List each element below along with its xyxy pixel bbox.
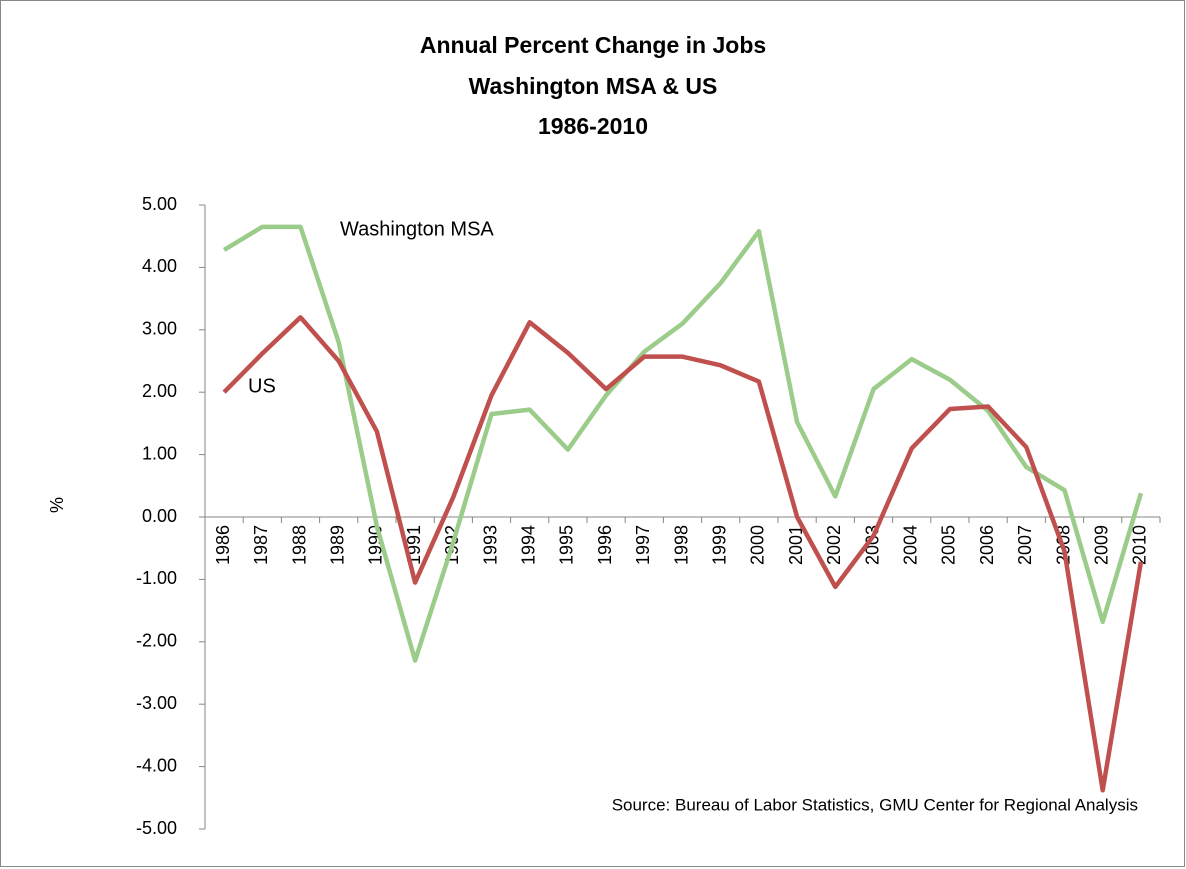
x-tick-label: 2010 <box>1130 525 1150 565</box>
x-tick-label: 2004 <box>900 525 920 565</box>
y-tick-label: 5.00 <box>142 194 177 214</box>
chart-subtitle: Washington MSA & US <box>469 73 718 99</box>
x-tick-label: 2000 <box>748 525 768 565</box>
y-axis-label: % <box>47 497 67 513</box>
chart-subtitle: 1986-2010 <box>538 113 648 139</box>
chart-title: Annual Percent Change in Jobs <box>420 32 766 58</box>
series-label: US <box>248 375 276 397</box>
x-tick-label: 2006 <box>977 525 997 565</box>
y-tick-label: 4.00 <box>142 256 177 276</box>
x-tick-label: 1989 <box>327 525 347 565</box>
x-tick-label: 2002 <box>824 525 844 565</box>
x-tick-label: 1997 <box>633 525 653 565</box>
y-tick-label: -1.00 <box>136 568 177 588</box>
x-tick-label: 1987 <box>251 525 271 565</box>
y-tick-label: -2.00 <box>136 631 177 651</box>
source-note: Source: Bureau of Labor Statistics, GMU … <box>612 795 1138 814</box>
x-tick-label: 2001 <box>786 525 806 565</box>
series-line <box>222 224 1144 663</box>
series-line <box>222 315 1144 793</box>
y-tick-label: -3.00 <box>136 693 177 713</box>
x-tick-label: 1988 <box>289 525 309 565</box>
y-tick-label: 0.00 <box>142 506 177 526</box>
y-tick-label: -5.00 <box>136 818 177 838</box>
y-tick-label: 3.00 <box>142 319 177 339</box>
x-tick-label: 1999 <box>709 525 729 565</box>
x-tick-label: 1994 <box>518 525 538 565</box>
x-tick-label: 1996 <box>595 525 615 565</box>
y-tick-label: -4.00 <box>136 755 177 775</box>
x-tick-label: 1998 <box>671 525 691 565</box>
x-tick-label: 2005 <box>939 525 959 565</box>
y-tick-label: 1.00 <box>142 443 177 463</box>
x-tick-label: 2007 <box>1015 525 1035 565</box>
x-tick-label: 2009 <box>1091 525 1111 565</box>
x-tick-label: 2003 <box>862 525 882 565</box>
y-tick-label: 2.00 <box>142 381 177 401</box>
x-tick-label: 1995 <box>557 525 577 565</box>
x-tick-label: 1986 <box>213 525 233 565</box>
series-label: Washington MSA <box>340 218 494 240</box>
x-tick-label: 1993 <box>480 525 500 565</box>
